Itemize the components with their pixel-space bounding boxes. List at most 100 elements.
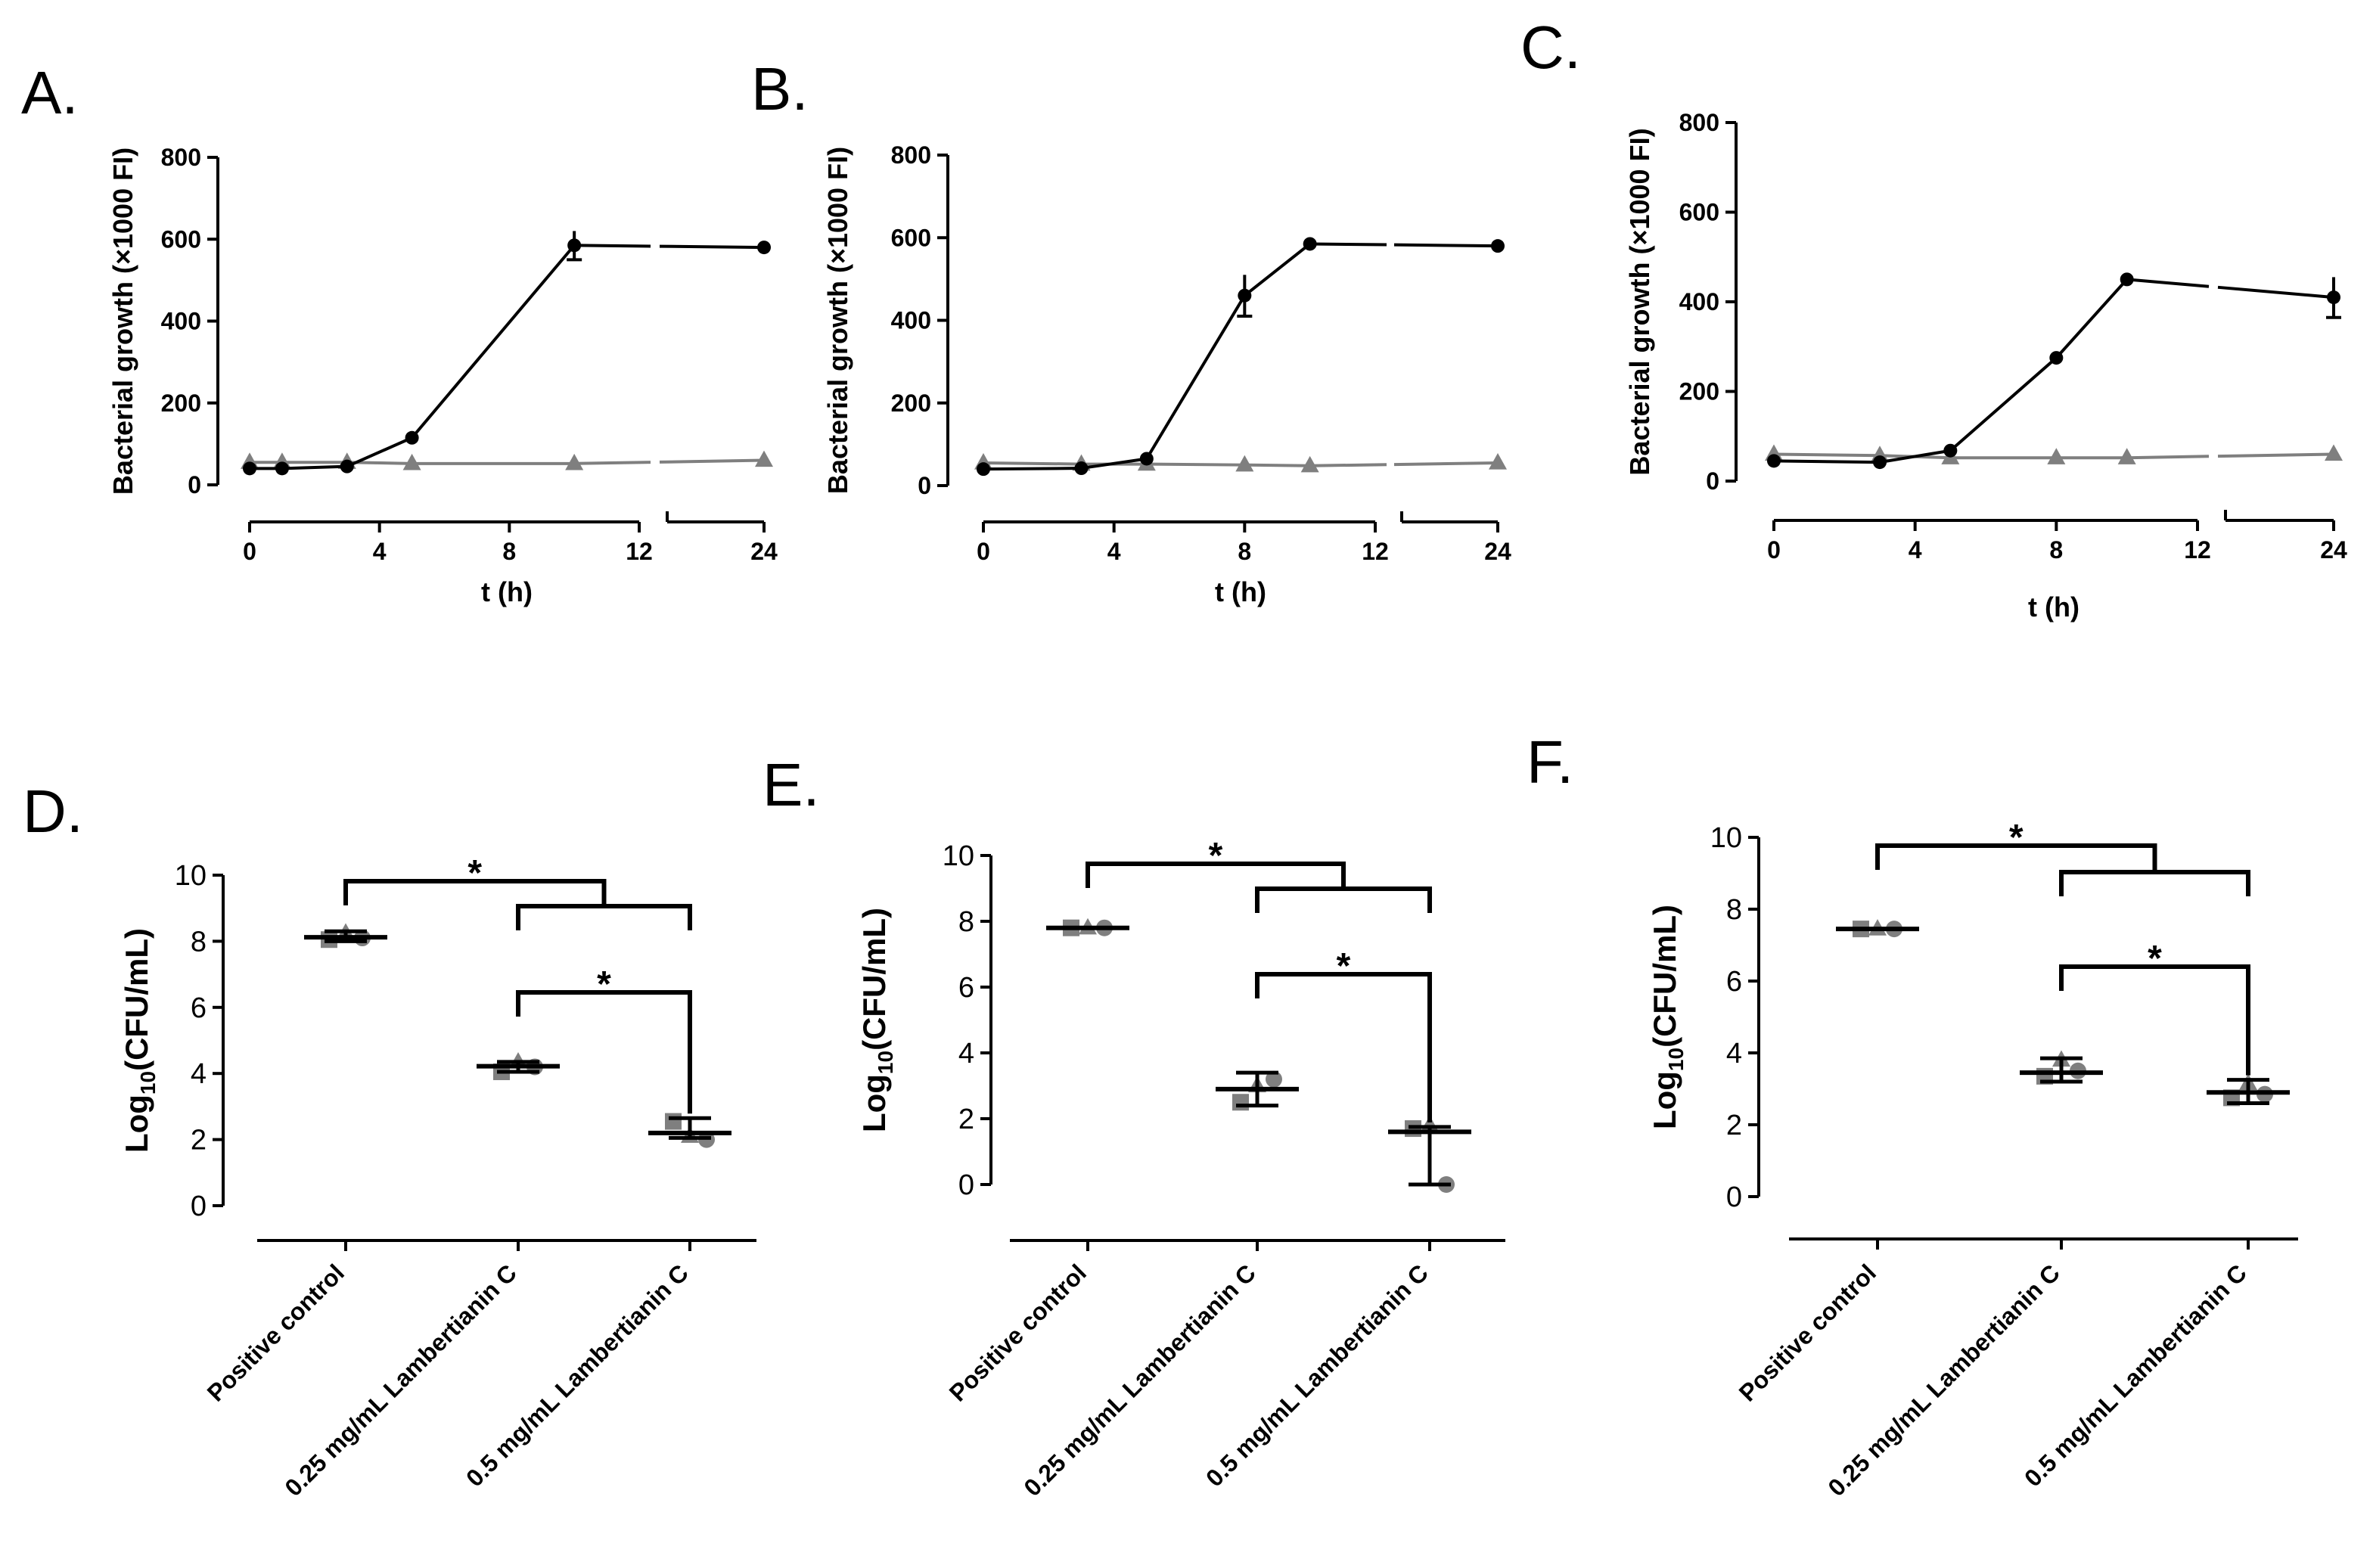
significance-pair-bracket — [516, 990, 692, 1114]
y-tick-label: 400 — [891, 307, 931, 334]
series-line-break-left — [2126, 455, 2210, 460]
significance-group-bracket — [1255, 886, 1432, 913]
y-axis-label: Bacterial growth (×1000 FI) — [822, 147, 853, 494]
data-point-triangle — [2325, 444, 2343, 461]
data-point-circle — [977, 462, 990, 477]
series-line-break-left — [2126, 278, 2210, 288]
data-point-circle — [1873, 455, 1887, 470]
significance-star: * — [1337, 946, 1351, 986]
significance-star: * — [2009, 818, 2024, 858]
x-tick-label: 12 — [2184, 536, 2211, 564]
data-point-circle — [1943, 443, 1958, 458]
y-axis-label: Bacterial growth (×1000 FI) — [107, 147, 138, 495]
data-point-circle — [1238, 288, 1252, 303]
panel-label: C. — [1520, 14, 1581, 81]
significance-bracket — [343, 879, 607, 906]
data-point-triangle — [1235, 455, 1254, 472]
significance-bracket — [1086, 862, 1346, 889]
data-point-triangle — [402, 453, 421, 470]
data-point-circle — [2120, 272, 2134, 287]
y-tick-label: 2 — [191, 1125, 207, 1157]
y-tick-label: 0 — [1726, 1181, 1742, 1213]
category-label: Positive control — [1734, 1259, 1881, 1406]
y-tick-label: 10 — [175, 860, 207, 892]
significance-group-bracket — [2059, 870, 2250, 896]
x-tick-label: 8 — [2049, 536, 2063, 564]
significance-group-bracket — [516, 904, 692, 930]
data-point-circle — [2327, 290, 2340, 305]
significance-star: * — [2148, 939, 2162, 979]
x-axis-label: t (h) — [1215, 576, 1266, 607]
y-tick-label: 800 — [891, 141, 931, 169]
data-point-triangle — [2117, 448, 2136, 464]
series-line-break-right — [1393, 461, 1499, 467]
y-tick-label: 6 — [1726, 966, 1742, 998]
y-tick-label: 0 — [958, 1169, 974, 1201]
y-tick-label: 400 — [161, 308, 201, 335]
y-tick-label: 600 — [1679, 199, 1719, 226]
data-point-circle — [1266, 1070, 1282, 1088]
significance-star: * — [597, 964, 611, 1004]
panel-label: F. — [1527, 728, 1573, 796]
y-axis-label: Bacterial growth (×1000 FI) — [1624, 128, 1655, 475]
data-point-triangle — [565, 453, 584, 470]
significance-star: * — [467, 853, 482, 893]
data-point-circle — [567, 238, 582, 253]
significance-pair-bracket — [1255, 972, 1432, 1122]
data-point-triangle — [1489, 452, 1507, 470]
y-tick-label: 200 — [1679, 378, 1719, 405]
data-point-triangle — [1300, 455, 1319, 473]
panel-label: A. — [21, 59, 79, 126]
series-line-break-left — [574, 244, 651, 248]
x-tick-label: 4 — [1107, 538, 1121, 565]
data-point-circle — [243, 461, 256, 476]
data-point-circle — [405, 430, 419, 445]
data-point-square — [1232, 1094, 1249, 1111]
y-tick-label: 0 — [918, 472, 931, 499]
x-tick-label: 24 — [1484, 538, 1511, 565]
y-axis-label: Log10(CFU/mL) — [1647, 905, 1688, 1129]
y-tick-label: 0 — [1706, 467, 1719, 495]
y-tick-label: 400 — [1679, 288, 1719, 315]
series-line — [1773, 278, 2129, 464]
y-tick-label: 2 — [958, 1104, 974, 1135]
data-point-circle — [340, 459, 354, 474]
y-tick-label: 8 — [1726, 894, 1742, 926]
data-point-circle — [2049, 351, 2064, 365]
significance-pair-bracket — [2059, 964, 2250, 1076]
panel-label: B. — [751, 55, 809, 123]
chart-panel-b: B. 0 200 400 600 800 Bacterial growth (×1000 F… — [751, 55, 1511, 607]
x-axis-label: t (h) — [481, 576, 533, 607]
x-tick-label: 12 — [626, 538, 653, 565]
x-tick-label: 0 — [1767, 536, 1781, 564]
data-point-triangle — [2047, 448, 2066, 464]
y-tick-label: 8 — [958, 906, 974, 938]
y-tick-label: 800 — [161, 144, 201, 171]
y-tick-label: 600 — [161, 225, 201, 253]
series-line-break-left — [574, 461, 651, 465]
y-axis-label: Log10(CFU/mL) — [119, 928, 160, 1153]
data-point-circle — [1139, 452, 1154, 466]
series-line — [983, 242, 1311, 471]
category-label: Positive control — [202, 1259, 349, 1406]
x-tick-label: 8 — [502, 538, 516, 565]
y-tick-label: 0 — [191, 1191, 207, 1222]
x-axis-label: t (h) — [2028, 591, 2079, 623]
data-point-triangle — [755, 450, 773, 467]
y-tick-label: 6 — [191, 992, 207, 1024]
y-tick-label: 200 — [161, 390, 201, 417]
y-tick-label: 4 — [1726, 1038, 1742, 1070]
panel-label: D. — [23, 778, 83, 845]
y-axis-label: Log10(CFU/mL) — [856, 908, 897, 1132]
chart-panel-f: F. 0 2 4 6 8 10 Log10(CFU/mL) Positive control 0.… — [1527, 728, 2298, 1501]
x-tick-label: 24 — [2320, 536, 2347, 564]
data-point-circle — [1767, 454, 1781, 468]
data-point-square — [665, 1113, 682, 1130]
y-tick-label: 2 — [1726, 1110, 1742, 1141]
data-point-circle — [1491, 239, 1505, 253]
y-tick-label: 10 — [1710, 822, 1742, 854]
x-tick-label: 4 — [373, 538, 387, 565]
x-tick-label: 24 — [750, 538, 778, 565]
